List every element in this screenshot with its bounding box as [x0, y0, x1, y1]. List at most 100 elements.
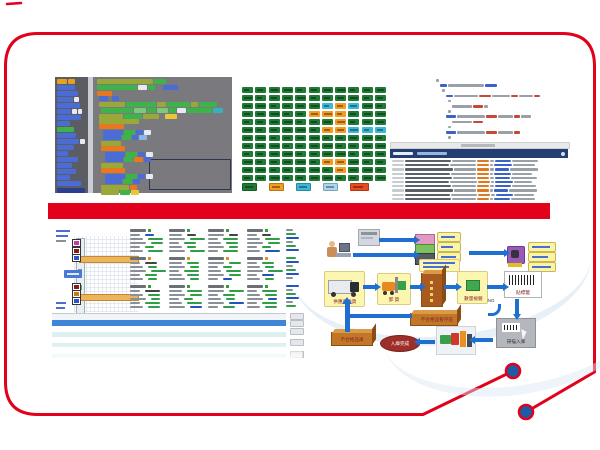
pseudo-text-seg — [183, 246, 186, 248]
script-block — [103, 135, 148, 140]
status-cell — [361, 119, 373, 125]
pseudo-text-seg — [268, 270, 283, 272]
pseudo-text-seg — [494, 172, 511, 175]
pseudo-text-seg — [477, 168, 489, 171]
quantity-check-box: 數量檢驗 — [457, 271, 488, 304]
pseudo-text-seg — [169, 257, 185, 260]
pseudo-text-seg — [165, 114, 177, 119]
pseudo-text-seg — [219, 278, 222, 280]
status-cell — [335, 95, 347, 101]
flow-arrow-down — [512, 299, 521, 320]
pseudo-text-seg — [97, 85, 137, 90]
pseudo-text-seg — [392, 168, 404, 171]
pseudo-text-seg — [130, 246, 140, 248]
panel-line — [286, 293, 297, 295]
pseudo-text-seg — [258, 302, 261, 304]
pseudo-text-seg — [477, 189, 489, 192]
status-cell — [361, 127, 373, 133]
scan-station-box: 掃描入庫 — [496, 318, 536, 348]
pseudo-text-seg — [286, 237, 299, 239]
pseudo-text-seg — [208, 302, 224, 304]
pseudo-text-seg — [151, 270, 166, 272]
pseudo-text-seg — [157, 102, 166, 107]
palette-block — [57, 169, 77, 174]
panel-line — [130, 302, 161, 304]
pseudo-text-seg — [57, 175, 70, 180]
pseudo-text-seg — [101, 190, 119, 195]
status-cell — [348, 175, 360, 181]
script-block — [99, 102, 218, 107]
pseudo-text-seg — [247, 229, 263, 232]
schematic-caption-line — [56, 307, 65, 309]
pseudo-text-seg — [187, 302, 202, 304]
pseudo-text-seg — [97, 79, 153, 84]
pseudo-text-seg — [183, 290, 186, 292]
pseudo-text-seg — [265, 294, 277, 296]
panel-line — [169, 294, 203, 296]
pseudo-text-seg — [145, 274, 157, 276]
pseudo-text-seg — [126, 174, 137, 179]
status-cell — [281, 95, 293, 101]
pseudo-text-seg — [511, 94, 518, 98]
panel-line — [286, 273, 300, 275]
panel-line — [208, 246, 239, 248]
pseudo-text-seg — [258, 234, 261, 236]
io-panel — [247, 257, 283, 283]
status-cell — [375, 159, 386, 165]
pseudo-text-seg — [261, 294, 264, 296]
status-cell — [281, 87, 293, 93]
pseudo-text-seg — [57, 85, 75, 90]
status-cell — [321, 103, 333, 109]
pseudo-text-seg — [392, 193, 404, 196]
pseudo-text-seg — [147, 242, 150, 244]
panel-line — [169, 298, 194, 300]
panel-line — [247, 250, 281, 252]
status-cell — [255, 159, 267, 165]
pseudo-text-seg — [169, 278, 185, 280]
pseudo-text-seg — [490, 197, 493, 200]
pseudo-text-seg — [495, 181, 513, 184]
pseudo-text-seg — [286, 249, 299, 251]
pseudo-text-seg — [286, 261, 299, 263]
pseudo-text-seg — [229, 274, 241, 276]
code-line — [448, 99, 452, 103]
side-panel — [286, 257, 302, 283]
status-cell — [321, 87, 333, 93]
pseudo-text-seg — [97, 91, 112, 96]
status-cell — [242, 111, 253, 117]
status-cell — [268, 87, 280, 93]
flow-arrow-right — [363, 282, 381, 291]
pseudo-text-seg — [187, 274, 199, 276]
pseudo-text-seg — [452, 197, 476, 200]
pseudo-text-seg — [510, 168, 538, 171]
pseudo-text-seg — [512, 172, 532, 175]
status-cell — [255, 119, 267, 125]
pseudo-text-seg — [392, 181, 404, 184]
status-cell — [255, 103, 267, 109]
palette-block — [57, 175, 71, 180]
pseudo-text-seg — [226, 298, 235, 300]
legend-chip — [350, 183, 369, 191]
pseudo-text-seg — [405, 193, 450, 196]
block-palette — [55, 77, 88, 193]
pseudo-text-seg — [223, 266, 232, 268]
pseudo-text-seg — [147, 298, 150, 300]
panel-line — [247, 270, 284, 272]
screenshot-code-editor — [390, 77, 570, 202]
flow-arrow-left — [414, 337, 435, 346]
pseudo-text-seg — [141, 302, 144, 304]
pseudo-text-seg — [268, 298, 277, 300]
pseudo-text-seg — [247, 257, 263, 260]
ng-warehouse-box: 不合格品庫 — [331, 332, 373, 346]
pseudo-text-seg — [509, 189, 537, 192]
pseudo-text-seg — [145, 302, 160, 304]
panel-line — [247, 234, 272, 236]
palette-block — [57, 139, 86, 144]
pseudo-text-seg — [57, 133, 76, 138]
pseudo-text-seg — [490, 176, 494, 179]
flow-arrow-right — [444, 282, 462, 291]
pseudo-text-seg — [225, 290, 228, 292]
status-cell — [242, 159, 253, 165]
panel-line — [208, 274, 242, 276]
status-cell — [348, 127, 360, 133]
